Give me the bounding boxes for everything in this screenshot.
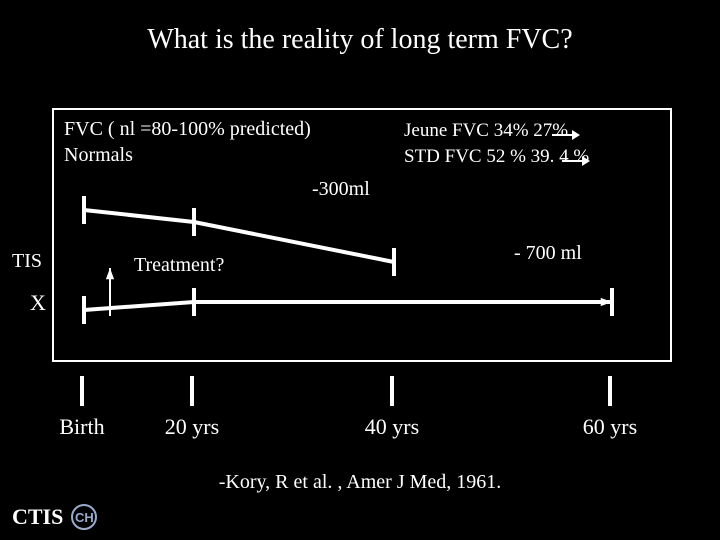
axis-20: 20 yrs — [165, 414, 219, 440]
tis-label: TIS — [12, 250, 42, 273]
page-title: What is the reality of long term FVC? — [0, 24, 720, 56]
footer-text: CTIS — [12, 504, 63, 530]
axis-40: 40 yrs — [365, 414, 419, 440]
logo-icon: CH — [71, 504, 97, 530]
chart-svg — [54, 110, 670, 360]
x-label: X — [30, 290, 46, 316]
axis-ticks — [52, 376, 672, 436]
axis-60: 60 yrs — [583, 414, 637, 440]
axis-birth: Birth — [59, 414, 104, 440]
citation: -Kory, R et al. , Amer J Med, 1961. — [0, 471, 720, 494]
chart-box: FVC ( nl =80-100% predicted) Normals -30… — [52, 108, 672, 362]
footer: CTIS CH — [12, 504, 97, 530]
